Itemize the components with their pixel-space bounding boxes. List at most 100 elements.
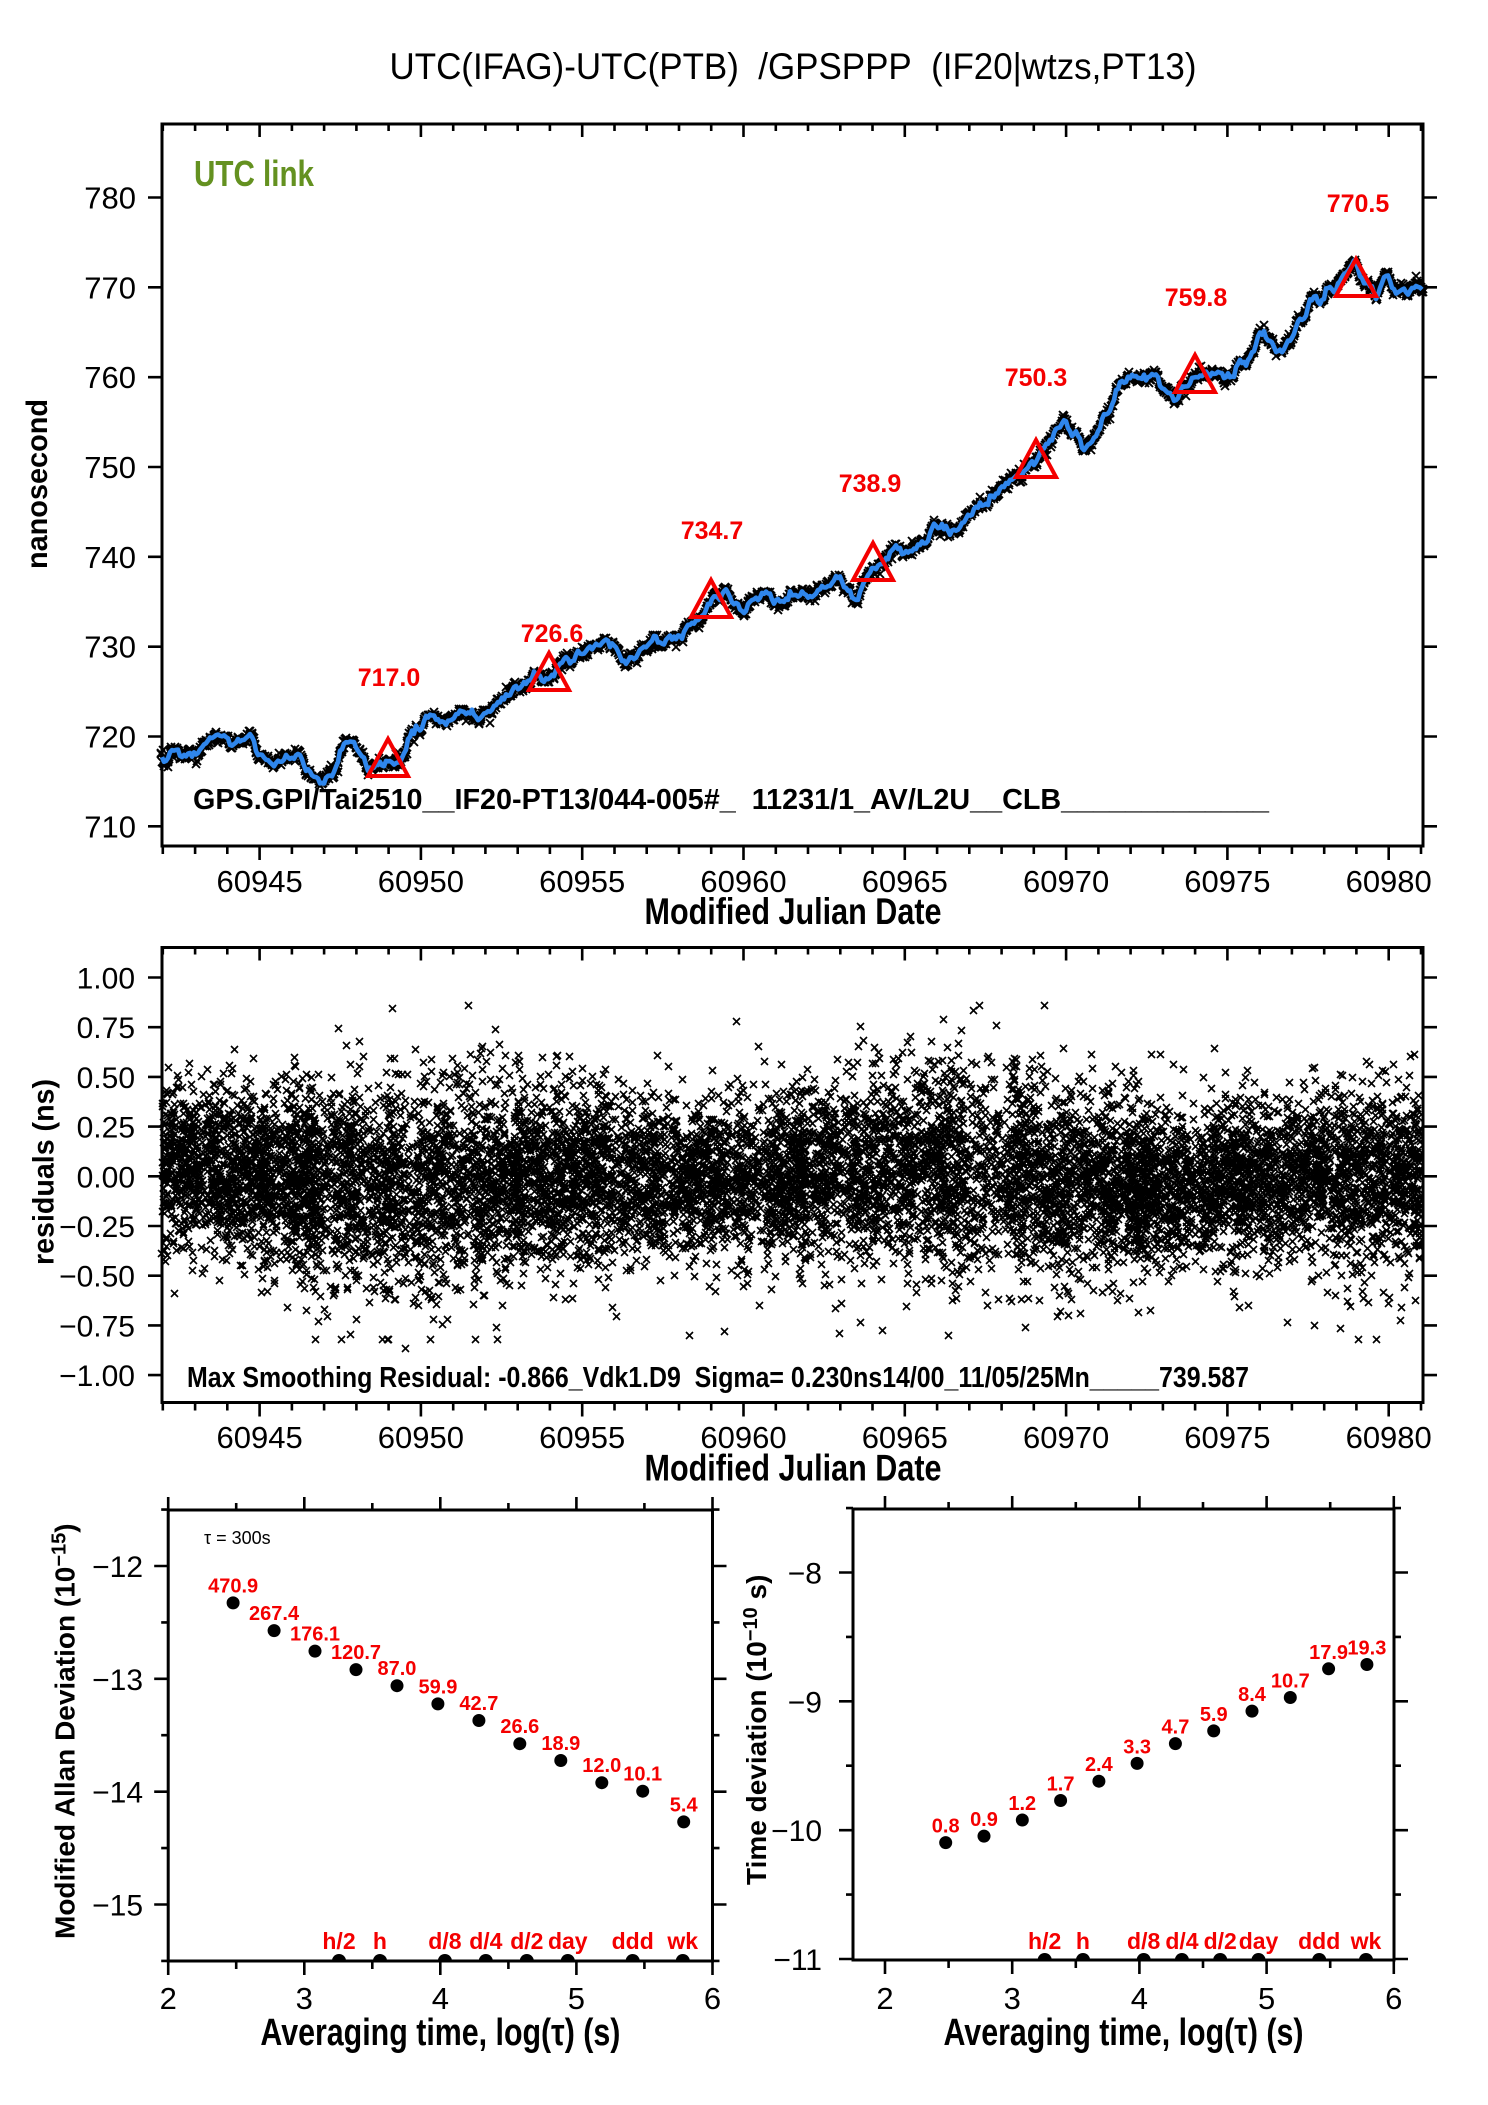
svg-text:720: 720	[84, 719, 136, 754]
svg-text:60980: 60980	[1346, 1420, 1432, 1455]
svg-text:Max Smoothing Residual: -0.866: Max Smoothing Residual: -0.866_Vdk1.D9 S…	[187, 1362, 1249, 1394]
svg-text:10.7: 10.7	[1271, 1671, 1310, 1693]
svg-text:60945: 60945	[216, 864, 302, 899]
svg-text:Averaging time, log(τ) (s): Averaging time, log(τ) (s)	[944, 2012, 1304, 2054]
svg-text:−12: −12	[92, 1551, 143, 1584]
svg-text:60975: 60975	[1184, 1420, 1270, 1455]
svg-text:nanosecond: nanosecond	[21, 399, 54, 569]
svg-text:770.5: 770.5	[1327, 190, 1390, 218]
svg-text:−0.50: −0.50	[59, 1261, 135, 1294]
svg-text:−8: −8	[788, 1558, 822, 1591]
svg-text:4: 4	[432, 1981, 449, 2016]
svg-text:3: 3	[1004, 1981, 1021, 2016]
svg-text:60955: 60955	[539, 864, 625, 899]
svg-text:wk: wk	[1350, 1928, 1382, 1954]
svg-text:h/2: h/2	[1028, 1928, 1061, 1954]
svg-text:4: 4	[1131, 1981, 1148, 2016]
svg-text:5: 5	[1258, 1981, 1275, 2016]
svg-text:d/2: d/2	[510, 1928, 543, 1954]
svg-text:60955: 60955	[539, 1420, 625, 1455]
svg-text:60960: 60960	[700, 1420, 786, 1455]
svg-text:0.8: 0.8	[932, 1816, 960, 1838]
svg-text:780: 780	[84, 181, 136, 216]
svg-text:d/8: d/8	[428, 1928, 461, 1954]
svg-text:5: 5	[568, 1981, 585, 2016]
svg-text:0.50: 0.50	[77, 1062, 135, 1095]
svg-text:UTC(IFAG)-UTC(PTB) /GPSPPP (: UTC(IFAG)-UTC(PTB) /GPSPPP (IF20|wtzs,PT…	[390, 46, 1197, 87]
svg-text:2.4: 2.4	[1085, 1754, 1114, 1776]
svg-text:6: 6	[704, 1981, 721, 2016]
svg-text:h/2: h/2	[322, 1928, 355, 1954]
svg-text:0.9: 0.9	[970, 1809, 998, 1831]
svg-text:−15: −15	[92, 1889, 143, 1922]
svg-text:1.00: 1.00	[77, 963, 135, 996]
svg-text:60945: 60945	[216, 1420, 302, 1455]
svg-text:60965: 60965	[862, 864, 948, 899]
svg-text:10.1: 10.1	[623, 1764, 662, 1786]
svg-text:d/2: d/2	[1204, 1928, 1237, 1954]
svg-text:−10: −10	[771, 1815, 822, 1848]
svg-text:Modified Julian Date: Modified Julian Date	[645, 891, 942, 932]
svg-text:750.3: 750.3	[1005, 364, 1068, 392]
svg-text:60950: 60950	[378, 864, 464, 899]
svg-text:d/4: d/4	[1165, 1928, 1198, 1954]
svg-text:−13: −13	[92, 1664, 143, 1697]
svg-text:d/4: d/4	[469, 1928, 502, 1954]
svg-text:726.6: 726.6	[521, 620, 584, 648]
svg-text:176.1: 176.1	[290, 1624, 340, 1646]
svg-text:717.0: 717.0	[358, 664, 421, 692]
svg-text:day: day	[1239, 1928, 1279, 1954]
svg-text:UTC link: UTC link	[194, 153, 315, 194]
svg-text:60950: 60950	[378, 1420, 464, 1455]
svg-text:ddd: ddd	[612, 1928, 654, 1954]
svg-text:60975: 60975	[1184, 864, 1270, 899]
svg-text:Averaging time, log(τ) (s): Averaging time, log(τ) (s)	[260, 2012, 620, 2054]
svg-text:734.7: 734.7	[681, 517, 744, 545]
svg-text:18.9: 18.9	[541, 1733, 580, 1755]
svg-text:120.7: 120.7	[331, 1642, 381, 1664]
svg-text:1.2: 1.2	[1008, 1793, 1036, 1815]
svg-text:750: 750	[84, 450, 136, 485]
svg-text:87.0: 87.0	[377, 1658, 416, 1680]
svg-text:0.75: 0.75	[77, 1012, 135, 1045]
svg-text:17.9: 17.9	[1309, 1642, 1348, 1664]
svg-text:19.3: 19.3	[1347, 1638, 1386, 1660]
svg-text:8.4: 8.4	[1238, 1684, 1267, 1706]
svg-text:0.00: 0.00	[77, 1161, 135, 1194]
svg-text:26.6: 26.6	[500, 1716, 539, 1738]
svg-text:2: 2	[876, 1981, 893, 2016]
svg-text:3.3: 3.3	[1123, 1736, 1151, 1758]
svg-text:5.9: 5.9	[1200, 1704, 1228, 1726]
svg-text:3: 3	[296, 1981, 313, 2016]
svg-text:τ = 300s: τ = 300s	[204, 1528, 271, 1548]
svg-text:1.7: 1.7	[1047, 1773, 1075, 1795]
svg-text:d/8: d/8	[1127, 1928, 1160, 1954]
svg-text:770: 770	[84, 270, 136, 305]
svg-text:740: 740	[84, 540, 136, 575]
svg-text:5.4: 5.4	[670, 1794, 699, 1816]
svg-text:60970: 60970	[1023, 1420, 1109, 1455]
svg-text:day: day	[548, 1928, 588, 1954]
svg-text:4.7: 4.7	[1162, 1717, 1190, 1739]
svg-text:12.0: 12.0	[582, 1755, 621, 1777]
svg-text:residuals (ns): residuals (ns)	[28, 1079, 61, 1265]
svg-text:738.9: 738.9	[839, 470, 902, 498]
svg-text:−14: −14	[92, 1777, 143, 1810]
svg-text:759.8: 759.8	[1165, 284, 1228, 312]
svg-text:wk: wk	[666, 1928, 698, 1954]
svg-text:6: 6	[1385, 1981, 1402, 2016]
svg-text:−11: −11	[773, 1944, 822, 1977]
svg-text:470.9: 470.9	[208, 1575, 258, 1597]
svg-text:59.9: 59.9	[418, 1676, 457, 1698]
svg-text:−0.75: −0.75	[59, 1310, 135, 1343]
svg-text:Time deviation (10−10 s): Time deviation (10−10 s)	[740, 1575, 772, 1885]
svg-text:−9: −9	[788, 1686, 822, 1719]
svg-text:−1.00: −1.00	[59, 1360, 135, 1393]
svg-text:ddd: ddd	[1298, 1928, 1340, 1954]
svg-text:730: 730	[84, 630, 136, 665]
svg-text:60965: 60965	[862, 1420, 948, 1455]
svg-text:60970: 60970	[1023, 864, 1109, 899]
svg-text:h: h	[1076, 1928, 1090, 1954]
svg-text:0.25: 0.25	[77, 1112, 135, 1145]
svg-text:Modified Julian Date: Modified Julian Date	[645, 1448, 942, 1489]
